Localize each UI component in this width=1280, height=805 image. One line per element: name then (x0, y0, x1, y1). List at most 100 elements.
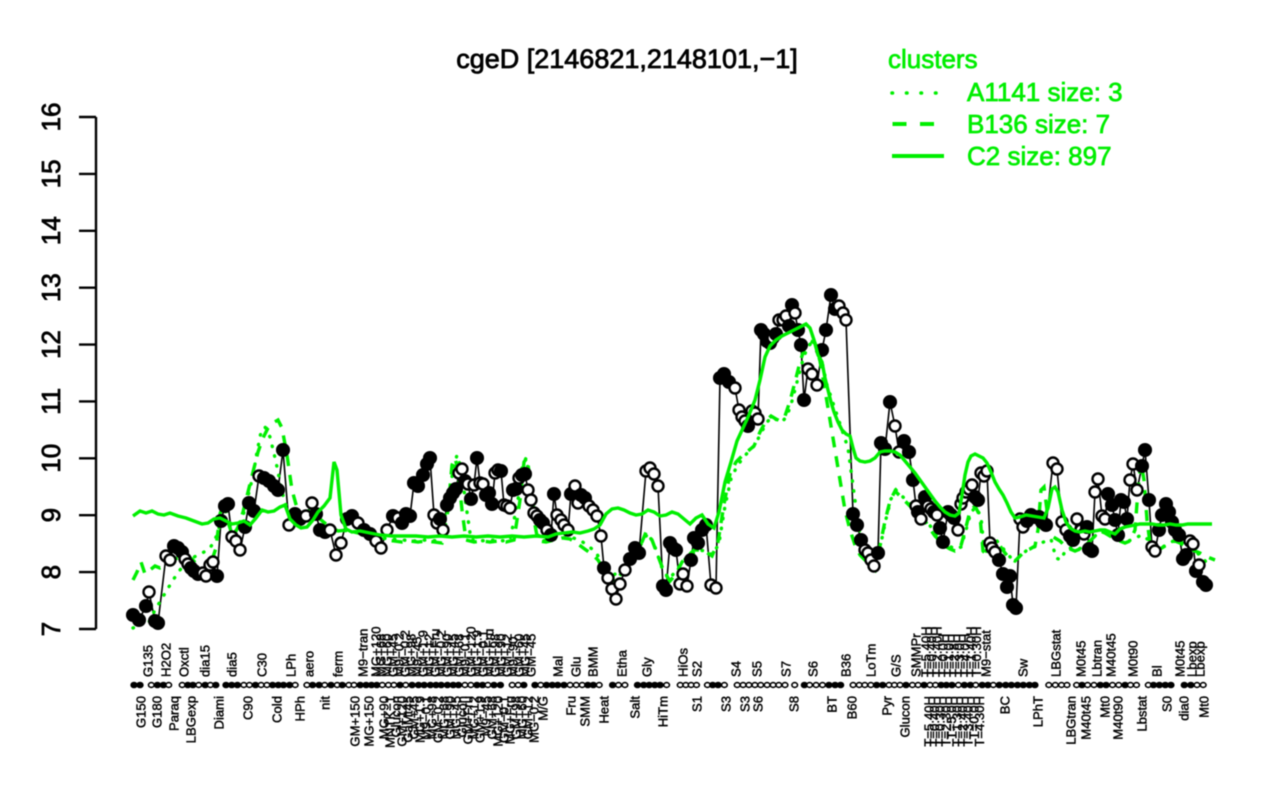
svg-text:G180: G180 (150, 696, 165, 728)
svg-text:GM+120: GM+120 (464, 626, 479, 677)
svg-text:GM−0.1: GM−0.1 (497, 696, 512, 743)
svg-text:16: 16 (36, 103, 66, 132)
svg-text:M9−tran: M9−tran (356, 629, 371, 677)
svg-text:MG+60: MG+60 (515, 696, 530, 739)
svg-text:T=0.0H: T=0.0H (935, 634, 950, 677)
svg-text:BMM: BMM (586, 646, 601, 677)
svg-text:GM+12: GM+12 (500, 634, 515, 677)
svg-text:B136 size: 7: B136 size: 7 (967, 109, 1110, 139)
svg-text:T=0.30H: T=0.30H (933, 696, 948, 747)
svg-text:SMMPr: SMMPr (909, 633, 924, 677)
svg-text:GM+90: GM+90 (440, 634, 455, 677)
svg-text:M9−0.1: M9−0.1 (458, 633, 473, 677)
svg-text:T=0.40H: T=0.40H (924, 626, 939, 677)
svg-text:M9−90: M9−90 (506, 637, 521, 677)
svg-text:M9−stat: M9−stat (979, 630, 994, 677)
svg-text:GM−0.2: GM−0.2 (398, 630, 413, 677)
svg-text:12: 12 (36, 330, 66, 359)
svg-text:M/G: M/G (536, 696, 551, 721)
svg-text:M40t90: M40t90 (1111, 696, 1126, 740)
svg-text:HPh: HPh (293, 696, 308, 721)
svg-text:S6: S6 (806, 661, 821, 677)
svg-text:GM+90: GM+90 (443, 696, 458, 739)
svg-text:8: 8 (36, 565, 66, 579)
svg-text:Paraq: Paraq (167, 696, 182, 731)
svg-text:T=2.8H: T=2.8H (947, 634, 962, 677)
svg-text:nit: nit (318, 696, 333, 710)
svg-text:T=5.0H: T=5.0H (944, 696, 959, 739)
svg-text:GM−45: GM−45 (524, 634, 539, 677)
svg-text:C30: C30 (255, 653, 270, 677)
svg-text:C90: C90 (241, 696, 256, 720)
svg-text:GaMt45: GaMt45 (401, 696, 416, 743)
svg-text:MG+120: MG+120 (369, 626, 384, 677)
svg-text:M0t45: M0t45 (1074, 641, 1089, 677)
svg-text:T=2.40H: T=2.40H (955, 696, 970, 747)
svg-text:SMM: SMM (578, 696, 593, 727)
svg-text:GM+68: GM+68 (485, 696, 500, 739)
svg-text:MG+12: MG+12 (467, 696, 482, 739)
svg-text:LBGtran: LBGtran (1064, 696, 1079, 745)
svg-text:Gly: Gly (640, 657, 655, 677)
svg-text:11: 11 (36, 388, 66, 415)
svg-text:Lbexp: Lbexp (1193, 641, 1208, 677)
svg-text:13: 13 (36, 273, 66, 302)
svg-text:MG+68: MG+68 (437, 696, 452, 739)
svg-text:aero: aero (302, 651, 317, 677)
svg-text:MG+45: MG+45 (518, 634, 533, 677)
svg-text:MG+1.9: MG+1.9 (470, 630, 485, 677)
svg-text:T=5.40H: T=5.40H (922, 696, 937, 747)
svg-text:M40t45: M40t45 (1104, 633, 1119, 677)
svg-text:MG+45: MG+45 (449, 696, 464, 739)
svg-text:BT: BT (825, 696, 840, 713)
svg-text:T=0.40H: T=0.40H (927, 696, 942, 747)
svg-text:Cold: Cold (270, 696, 285, 723)
svg-text:GM+60: GM+60 (512, 634, 527, 677)
svg-text:HiOs: HiOs (676, 647, 691, 677)
svg-text:S5: S5 (750, 661, 765, 677)
svg-text:S8: S8 (787, 696, 802, 712)
svg-text:G150: G150 (134, 696, 149, 728)
svg-text:GM−0.1: GM−0.1 (476, 630, 491, 677)
svg-text:15: 15 (36, 159, 66, 188)
svg-text:T=1.40H: T=1.40H (963, 626, 978, 677)
svg-text:G135: G135 (141, 645, 156, 677)
svg-text:9: 9 (36, 508, 66, 522)
svg-text:T=2.30H: T=2.30H (938, 696, 953, 747)
svg-text:M0t45: M0t45 (1173, 641, 1188, 677)
svg-text:M40t45: M40t45 (1079, 696, 1094, 740)
svg-text:MG+1.9: MG+1.9 (413, 696, 428, 743)
svg-text:M9−0.1: M9−0.1 (419, 696, 434, 740)
svg-text:S0: S0 (1160, 696, 1175, 712)
svg-text:A1141 size: 3: A1141 size: 3 (967, 77, 1123, 107)
svg-text:GM+45: GM+45 (407, 696, 422, 739)
svg-text:GM+120: GM+120 (395, 696, 410, 747)
svg-text:7: 7 (36, 622, 66, 636)
svg-text:Mt0: Mt0 (1197, 696, 1212, 718)
svg-text:HiTm: HiTm (656, 696, 671, 727)
svg-text:MG+45: MG+45 (446, 634, 461, 677)
svg-text:cgeD [2146821,2148101,−1]: cgeD [2146821,2148101,−1] (456, 44, 798, 74)
svg-text:Lbstat: Lbstat (1135, 696, 1150, 732)
svg-text:G/S: G/S (889, 654, 904, 677)
svg-text:dia0: dia0 (1177, 696, 1192, 721)
svg-text:14: 14 (36, 216, 66, 245)
svg-text:LPh: LPh (284, 654, 299, 677)
svg-text:T=1.30H: T=1.30H (950, 696, 965, 747)
svg-text:T=5.40H: T=5.40H (919, 626, 934, 677)
svg-text:MG+68: MG+68 (374, 634, 389, 677)
svg-text:M9−0.2: M9−0.2 (392, 633, 407, 677)
svg-text:Salt: Salt (628, 696, 643, 719)
svg-text:Glucon: Glucon (455, 696, 470, 738)
svg-text:S2: S2 (690, 661, 705, 677)
svg-text:BC: BC (998, 696, 1013, 714)
svg-text:clusters: clusters (888, 44, 978, 74)
svg-text:LPhT: LPhT (1031, 696, 1046, 727)
svg-text:MG−0.2: MG−0.2 (527, 696, 542, 743)
svg-text:GM+12: GM+12 (521, 696, 536, 739)
svg-text:C2 size: 897: C2 size: 897 (967, 141, 1112, 171)
svg-text:MG−0.2: MG−0.2 (434, 630, 449, 677)
svg-text:T=1.0H: T=1.0H (941, 634, 956, 677)
svg-text:MG+120: MG+120 (491, 696, 506, 747)
svg-text:GM+Fru: GM+Fru (461, 696, 476, 744)
